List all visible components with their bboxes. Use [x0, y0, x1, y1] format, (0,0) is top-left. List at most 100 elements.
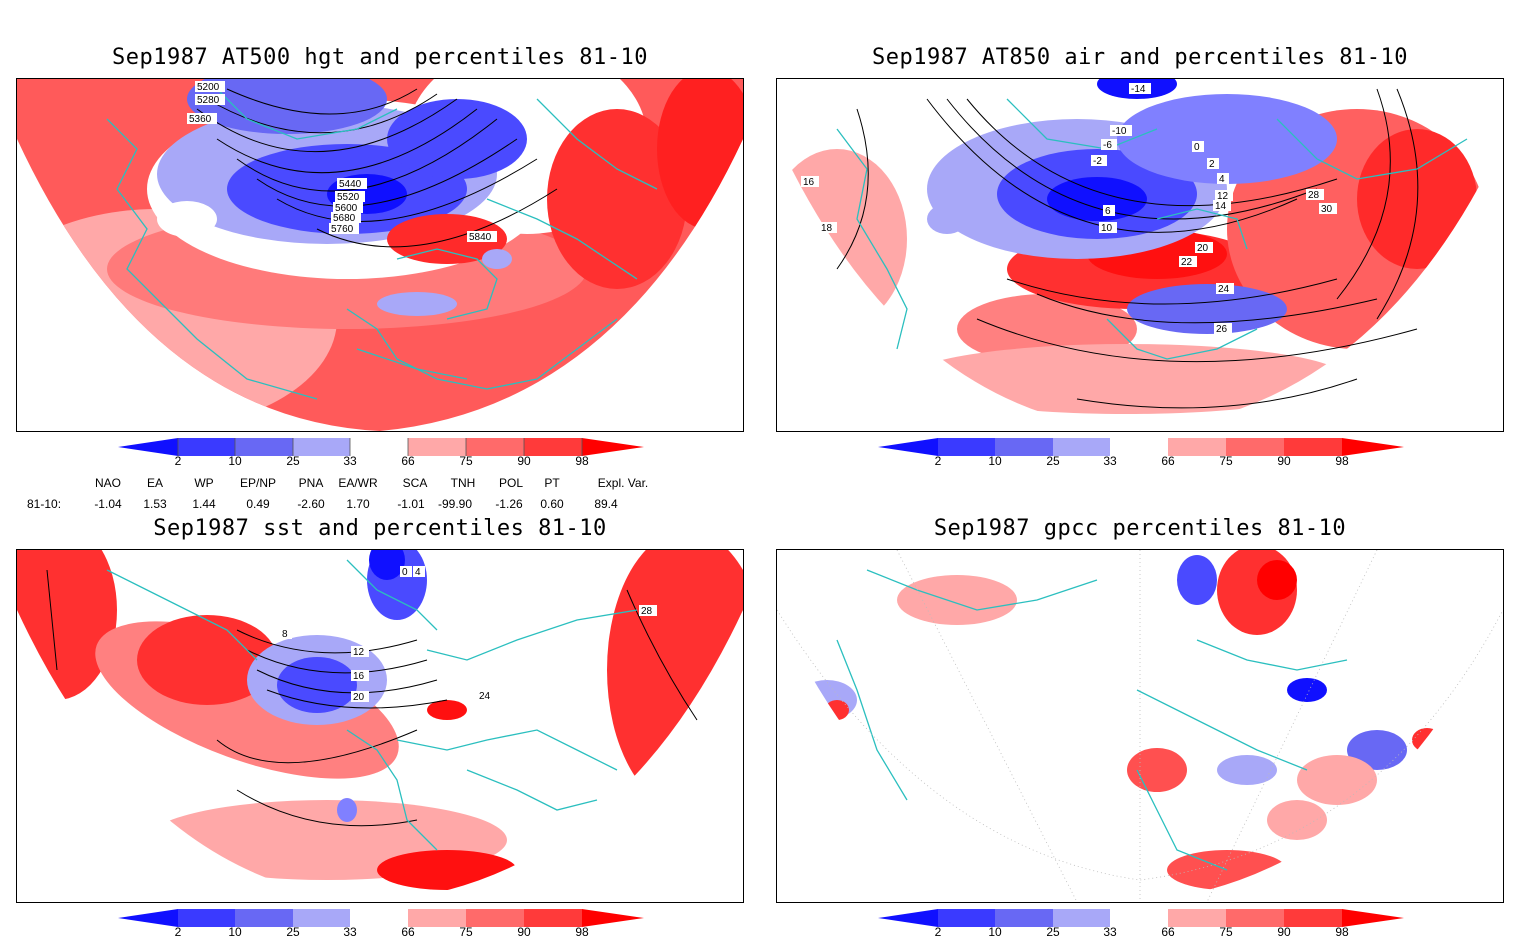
- contour-label: -6: [1103, 140, 1112, 151]
- colorbar-label: 33: [1103, 925, 1117, 939]
- contour-label: 12: [1217, 191, 1229, 202]
- index-header: EP/NP: [239, 476, 276, 490]
- panel-title-hgt500: Sep1987 AT500 hgt and percentiles 81-10: [111, 45, 649, 70]
- index-header: EA: [146, 476, 163, 490]
- contour-label: 4: [415, 567, 421, 578]
- contour-label: -14: [1131, 84, 1146, 95]
- colorbar-label: 2: [174, 454, 182, 468]
- colorbar-label: 66: [401, 925, 415, 939]
- panel-title-gpcc: Sep1987 gpcc percentiles 81-10: [933, 516, 1347, 541]
- contour-label: 0: [1194, 142, 1200, 153]
- contour-label: 30: [1321, 204, 1333, 215]
- colorbar-label: 33: [343, 454, 357, 468]
- colorbar-label: 75: [1219, 454, 1233, 468]
- colorbar-label: 90: [1277, 454, 1291, 468]
- index-value: -1.01: [397, 497, 425, 511]
- contour-label: 4: [1219, 174, 1225, 185]
- colorbar-label: 90: [1277, 925, 1291, 939]
- contour-label: 28: [1308, 190, 1320, 201]
- contour-label: 8: [282, 629, 288, 640]
- contour-label: 22: [1181, 257, 1193, 268]
- colorbar-label: 75: [459, 925, 473, 939]
- colorbar-label: 98: [575, 454, 589, 468]
- colorbar-label: 25: [286, 925, 300, 939]
- contour-label: 20: [353, 692, 365, 703]
- index-value: 0.60: [540, 497, 564, 511]
- colorbar-label: 66: [1161, 454, 1175, 468]
- contour-label: 5200: [197, 82, 220, 93]
- colorbar-label: 10: [228, 925, 242, 939]
- contour-label: -10: [1112, 126, 1127, 137]
- index-header: Expl. Var.: [597, 476, 649, 490]
- contour-label: 24: [1218, 284, 1230, 295]
- colorbar-label: 75: [1219, 925, 1233, 939]
- index-header: TNH: [450, 476, 476, 490]
- index-header: PT: [544, 476, 560, 490]
- colorbar-label: 10: [228, 454, 242, 468]
- contour-label: 18: [821, 223, 833, 234]
- colorbar-label: 66: [1161, 925, 1175, 939]
- contour-label: 10: [1101, 223, 1113, 234]
- contour-label: 20: [1197, 243, 1209, 254]
- index-value: 1.53: [143, 497, 167, 511]
- colorbar-label: 25: [1046, 925, 1060, 939]
- index-header: NAO: [94, 476, 121, 490]
- contour-label: 2: [1209, 159, 1215, 170]
- contour-label: 26: [1216, 324, 1228, 335]
- map-gpcc: [776, 549, 1504, 903]
- map-air850: -14 -10 -6 -2 0 2 4 6 10 12 14 16 18 20 …: [776, 78, 1504, 432]
- index-header: EA/WR: [338, 476, 378, 490]
- contour-label: 6: [1105, 206, 1111, 217]
- colorbar-gpcc: 2 10 25 33 66 75 90 98: [878, 909, 1408, 947]
- panel-title-sst: Sep1987 sst and percentiles 81-10: [153, 516, 607, 541]
- colorbar-label: 2: [934, 925, 942, 939]
- index-value: -2.60: [297, 497, 325, 511]
- contour-label: 5440: [339, 179, 362, 190]
- colorbar-label: 90: [517, 454, 531, 468]
- contour-label: -2: [1093, 156, 1102, 167]
- index-header: SCA: [402, 476, 428, 490]
- colorbar-label: 75: [459, 454, 473, 468]
- colorbar-label: 25: [1046, 454, 1060, 468]
- panel-title-air850: Sep1987 AT850 air and percentiles 81-10: [871, 45, 1409, 70]
- colorbar-label: 33: [1103, 454, 1117, 468]
- contour-label: 24: [479, 691, 491, 702]
- colorbar-label: 98: [575, 925, 589, 939]
- contour-label: 12: [353, 647, 365, 658]
- index-value: -99.90: [437, 497, 473, 511]
- colorbar-label: 90: [517, 925, 531, 939]
- contour-label: 5840: [469, 232, 492, 243]
- index-value: 1.44: [192, 497, 216, 511]
- index-row-label: 81-10:: [27, 497, 62, 511]
- colorbar-label: 98: [1335, 925, 1349, 939]
- colorbar-sst: 2 10 25 33 66 75 90 98: [118, 909, 648, 947]
- colorbar-label: 2: [934, 454, 942, 468]
- index-value: 0.49: [246, 497, 270, 511]
- index-value: 89.4: [594, 497, 618, 511]
- map-sst: 0 4 8 12 16 20 24 28: [16, 549, 744, 903]
- colorbar-hgt500: 2 10 25 33 66 75 90 98: [118, 438, 648, 476]
- contour-label: 5680: [333, 213, 356, 224]
- colorbar-label: 10: [988, 925, 1002, 939]
- contour-label: 5280: [197, 95, 220, 106]
- teleconnection-indices: NAO EA WP EP/NP PNA EA/WR SCA TNH POL PT…: [0, 474, 760, 514]
- contour-label: 16: [803, 177, 815, 188]
- contour-label: 0: [402, 567, 408, 578]
- contour-label: 5520: [337, 192, 360, 203]
- index-value: -1.04: [94, 497, 122, 511]
- map-hgt500: 5200 5280 5360 5440 5520 5600 5680 5760 …: [16, 78, 744, 432]
- index-value: 1.70: [346, 497, 370, 511]
- colorbar-air850: 2 10 25 33 66 75 90 98: [878, 438, 1408, 476]
- colorbar-label: 66: [401, 454, 415, 468]
- colorbar-label: 10: [988, 454, 1002, 468]
- contour-label: 5360: [189, 114, 212, 125]
- contour-label: 5600: [335, 203, 358, 214]
- colorbar-label: 98: [1335, 454, 1349, 468]
- index-header: PNA: [298, 476, 324, 490]
- contour-label: 5760: [331, 224, 354, 235]
- colorbar-label: 25: [286, 454, 300, 468]
- contour-label: 16: [353, 671, 365, 682]
- index-header: POL: [498, 476, 523, 490]
- index-value: -1.26: [495, 497, 523, 511]
- contour-label: 14: [1215, 201, 1227, 212]
